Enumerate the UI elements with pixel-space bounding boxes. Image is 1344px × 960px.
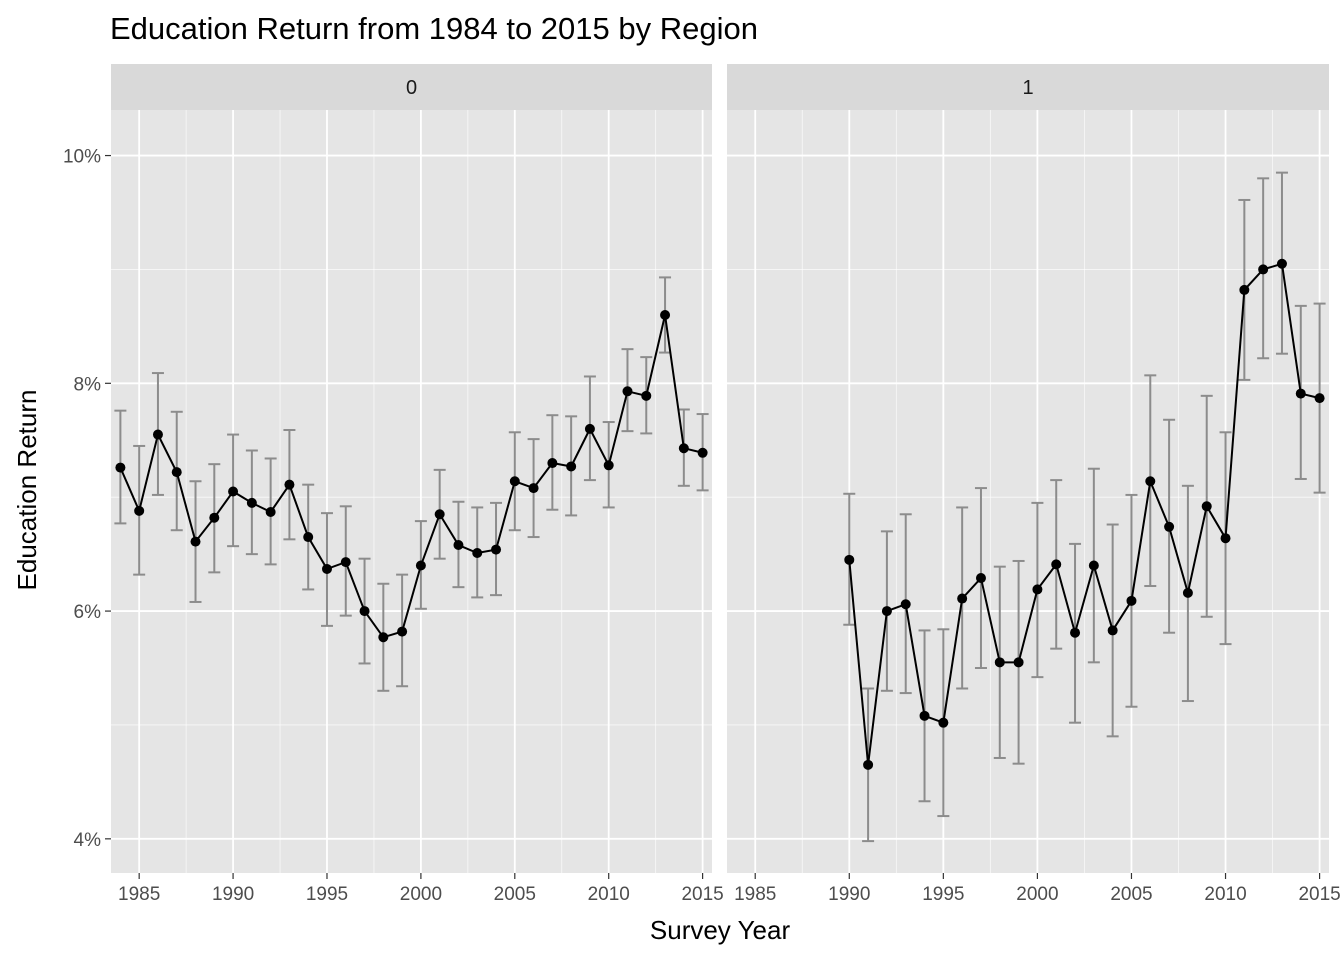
data-point [265,506,276,517]
data-point [975,573,986,584]
x-tick-label: 2000 [1016,884,1058,905]
x-tick-label: 1990 [212,884,254,905]
data-point [1145,476,1156,487]
data-point [340,557,351,568]
data-point [603,460,614,471]
data-point [1164,521,1175,532]
facet-panel-0: 0 1985 1990 1995 2000 2005 2010 2015 4% 6% 8% 10% [63,64,724,905]
data-point [1013,657,1024,668]
data-point [1126,595,1137,606]
data-point [1070,627,1081,638]
data-point [881,606,892,617]
data-point [472,547,483,558]
x-tick-label: 1985 [734,884,776,905]
x-tick-label: 2005 [1110,884,1152,905]
y-axis-label: Education Return [12,390,42,591]
x-tick-label: 2005 [494,884,536,905]
data-point [228,486,239,497]
data-point [115,462,126,473]
y-tick-label: 8% [74,374,102,395]
facet-panel-1: 1 1985 1990 1995 2000 2005 2010 2015 [727,64,1341,905]
data-point [415,560,426,571]
data-point [1182,587,1193,598]
data-point [1314,393,1325,404]
data-point [547,458,558,469]
x-tick-label: 1995 [306,884,348,905]
chart-title: Education Return from 1984 to 2015 by Re… [110,11,758,46]
data-point [660,309,671,320]
data-point [919,710,930,721]
data-point [641,390,652,401]
data-point [900,599,911,610]
data-point [509,476,520,487]
facet-strip [111,64,712,110]
data-point [491,544,502,555]
facet-strip-label: 1 [1022,77,1033,99]
data-point [994,657,1005,668]
data-point [134,505,145,516]
data-point [938,717,949,728]
x-tick-label: 2015 [681,884,723,905]
series-line [119,314,703,639]
data-point [359,606,370,617]
facet-strip-label: 0 [406,77,417,99]
data-point [397,626,408,637]
data-point [321,563,332,574]
x-tick-label: 1990 [828,884,870,905]
data-point [1258,264,1269,275]
data-point [1088,560,1099,571]
data-point [284,479,295,490]
data-point [1276,258,1287,269]
data-point [171,467,182,478]
panel-background [111,110,712,873]
data-point [1239,284,1250,295]
panel-background [727,110,1329,873]
data-point [957,593,968,604]
data-point [863,759,874,770]
x-tick-label: 2010 [588,884,630,905]
data-point [453,540,464,551]
data-point [1107,625,1118,636]
x-tick-label: 2010 [1204,884,1246,905]
data-point [1032,584,1043,595]
data-point [209,512,220,523]
data-point [678,443,689,454]
data-point [303,532,314,543]
x-tick-label: 1995 [922,884,964,905]
data-point [1051,559,1062,570]
data-point [152,429,163,440]
x-tick-label: 2000 [400,884,442,905]
data-point [584,423,595,434]
y-tick-label: 4% [74,830,102,851]
data-point [697,447,708,458]
data-point [1220,533,1231,544]
facet-strip [727,64,1329,110]
y-tick-label: 10% [63,147,101,168]
data-point [190,536,201,547]
data-point [528,483,539,494]
x-tick-label: 2015 [1298,884,1340,905]
data-point [1201,501,1212,512]
x-tick-label: 1985 [118,884,160,905]
data-point [844,554,855,565]
x-axis-label: Survey Year [650,915,791,945]
data-point [378,632,389,643]
data-point [246,497,257,508]
data-point [1295,388,1306,399]
y-tick-label: 6% [74,602,102,623]
data-point [434,509,445,520]
data-point [566,461,577,472]
data-point [622,386,633,397]
